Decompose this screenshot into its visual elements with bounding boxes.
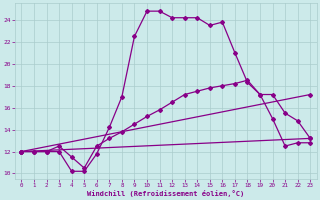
X-axis label: Windchill (Refroidissement éolien,°C): Windchill (Refroidissement éolien,°C) [87,190,244,197]
